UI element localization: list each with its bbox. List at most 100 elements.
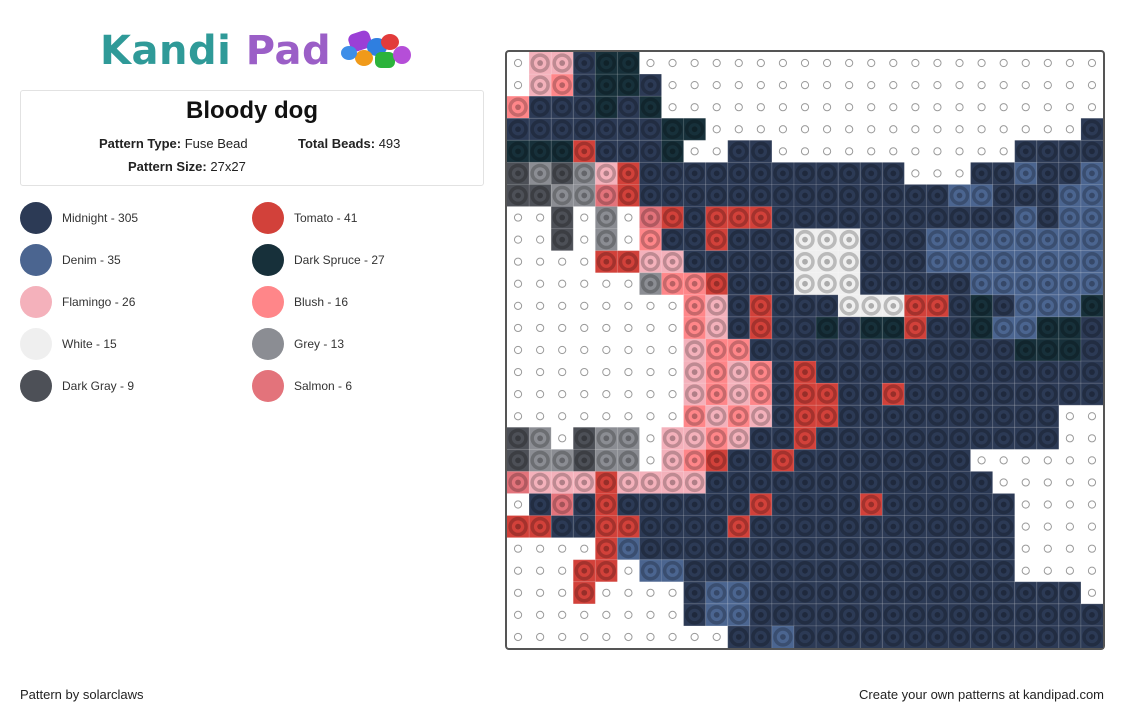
bead-hole bbox=[713, 479, 720, 486]
bead-hole bbox=[890, 347, 897, 353]
empty-peg bbox=[845, 103, 854, 112]
empty-peg bbox=[536, 544, 545, 553]
bead-cell bbox=[948, 294, 971, 317]
bead-hole bbox=[846, 192, 853, 199]
empty-peg bbox=[646, 434, 655, 443]
bead-hole bbox=[780, 302, 786, 309]
bead-cell bbox=[551, 74, 574, 97]
bead-cell bbox=[860, 537, 883, 560]
empty-peg bbox=[580, 323, 589, 333]
bead-cell bbox=[904, 405, 927, 428]
bead-hole bbox=[1089, 347, 1095, 353]
bead-hole bbox=[647, 280, 654, 287]
empty-peg bbox=[668, 610, 677, 619]
bead-cell bbox=[838, 405, 861, 428]
bead bbox=[839, 406, 859, 426]
bead bbox=[795, 207, 815, 228]
bead-cell bbox=[838, 625, 861, 648]
bead-cell bbox=[926, 427, 949, 450]
empty-peg bbox=[734, 125, 743, 134]
bead bbox=[839, 229, 859, 250]
bead-hole bbox=[735, 170, 742, 177]
bead-cell bbox=[793, 294, 817, 317]
bead-cell bbox=[948, 250, 971, 273]
bead-hole bbox=[934, 523, 941, 530]
bead bbox=[949, 516, 970, 537]
bead-cell bbox=[551, 449, 574, 472]
bead bbox=[839, 384, 859, 404]
bead bbox=[574, 163, 594, 184]
bead bbox=[993, 362, 1014, 382]
bead bbox=[640, 251, 661, 272]
empty-peg bbox=[536, 235, 545, 244]
bead-hole bbox=[956, 589, 963, 596]
kandipad-logo[interactable]: Kandi Pad bbox=[100, 26, 415, 76]
bead-hole bbox=[934, 612, 941, 618]
bead-cell bbox=[573, 118, 596, 141]
bead-cell bbox=[727, 228, 750, 251]
bead-cell bbox=[573, 559, 596, 582]
bead bbox=[927, 583, 948, 603]
bead bbox=[596, 251, 617, 272]
bead-hole bbox=[713, 567, 720, 574]
bead-cell bbox=[595, 493, 618, 516]
bead-cell bbox=[992, 515, 1015, 538]
bead bbox=[817, 274, 837, 294]
empty-peg bbox=[536, 345, 545, 355]
bead-cell bbox=[595, 184, 618, 207]
bead bbox=[574, 141, 594, 162]
empty-peg bbox=[646, 632, 655, 642]
empty-peg bbox=[602, 390, 611, 399]
bead bbox=[883, 207, 904, 228]
bead-hole bbox=[537, 148, 543, 155]
bead-hole bbox=[912, 413, 919, 420]
bead-hole bbox=[868, 214, 875, 221]
bead bbox=[861, 318, 881, 338]
bead-hole bbox=[846, 589, 853, 596]
bead-hole bbox=[890, 545, 897, 552]
bead bbox=[640, 141, 661, 162]
bead bbox=[905, 229, 926, 250]
bead bbox=[795, 516, 815, 537]
bead bbox=[751, 340, 771, 360]
empty-peg bbox=[580, 390, 589, 399]
bead-hole bbox=[846, 369, 853, 375]
bead bbox=[618, 53, 639, 73]
bead bbox=[927, 384, 948, 404]
empty-peg bbox=[602, 323, 611, 333]
bead-hole bbox=[669, 192, 676, 199]
empty-peg bbox=[933, 81, 942, 90]
bead bbox=[905, 538, 926, 559]
create-patterns-link[interactable]: Create your own patterns at kandipad.com bbox=[859, 687, 1104, 702]
bead-hole bbox=[802, 236, 808, 243]
bead-hole bbox=[934, 501, 941, 508]
bead-cell bbox=[816, 206, 839, 229]
empty-peg bbox=[1087, 58, 1097, 68]
bead bbox=[1038, 229, 1058, 250]
bead-cell bbox=[529, 493, 552, 516]
bead bbox=[552, 229, 572, 250]
empty-peg bbox=[911, 147, 920, 156]
legend-item: Flamingo - 26 bbox=[20, 286, 135, 318]
bead-cell bbox=[727, 603, 750, 626]
bead-cell bbox=[904, 537, 927, 560]
empty-peg bbox=[558, 588, 567, 597]
bead-cell bbox=[860, 405, 883, 428]
bead-cell bbox=[551, 471, 574, 494]
empty-peg bbox=[624, 279, 633, 288]
bead bbox=[927, 274, 948, 294]
bead-cell bbox=[992, 559, 1015, 582]
color-swatch bbox=[20, 286, 52, 318]
bead-cell bbox=[948, 427, 971, 450]
empty-peg bbox=[800, 58, 810, 68]
bead bbox=[905, 494, 926, 515]
bead-hole bbox=[868, 347, 875, 353]
bead-cell bbox=[573, 493, 596, 516]
bead-hole bbox=[581, 501, 588, 508]
empty-peg bbox=[602, 610, 611, 619]
bead-hole bbox=[890, 589, 897, 596]
bead-cell bbox=[683, 361, 706, 384]
bead-cell bbox=[727, 140, 750, 163]
bead-cell bbox=[904, 559, 927, 582]
bead-hole bbox=[1000, 302, 1007, 309]
